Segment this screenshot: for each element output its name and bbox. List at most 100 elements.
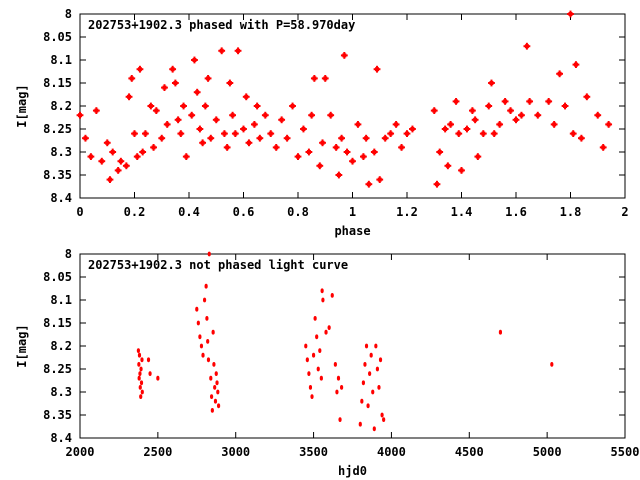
data-point-core [129,76,134,81]
data-point-core [184,154,189,159]
data-point [169,65,177,73]
data-point-dot [210,408,214,413]
data-point [463,125,471,133]
data-point [137,375,141,381]
data-point-core [230,113,235,118]
data-point-dot [310,394,314,399]
data-point [206,357,211,363]
data-point-core [443,127,448,131]
data-point-core [268,131,273,136]
data-point [193,88,201,96]
data-point [507,107,514,114]
x-tick-label: 1.4 [451,205,473,219]
data-point-core [309,113,314,118]
x-tick-label: 2500 [143,445,172,459]
data-point-core [222,131,227,136]
data-point [213,385,217,390]
data-point [215,380,219,386]
data-point-core [88,154,93,159]
data-point-core [345,150,350,154]
data-point-dot [371,389,375,395]
data-point [330,293,334,298]
data-point [210,408,214,413]
data-point [304,343,308,349]
data-point-core [301,127,306,131]
data-point [82,134,89,142]
data-point-core [252,122,257,127]
y-tick-label: 8.4 [50,191,72,205]
data-point [133,153,141,160]
data-point-dot [361,380,365,386]
data-point-core [290,104,295,108]
data-point-core [107,177,112,182]
y-tick-label: 8.35 [43,408,72,422]
data-point-core [606,122,611,127]
data-point-core [159,136,164,141]
data-point [204,75,212,82]
data-point [369,352,373,358]
data-point-dot [550,362,554,367]
data-point-core [127,94,132,99]
data-point-dot [374,343,378,349]
data-point [137,352,142,358]
data-point-dot [368,371,372,376]
data-point [212,116,220,124]
data-point-core [557,71,562,76]
data-point [253,102,261,110]
y-tick-label: 8 [65,7,72,21]
data-point [128,75,136,82]
data-point [550,362,554,367]
data-point [335,389,339,395]
data-point [158,134,166,142]
data-point-core [124,163,129,168]
data-point [136,65,144,73]
data-point [398,144,405,151]
data-point-core [595,113,600,118]
data-point-dot [372,426,376,432]
data-point-core [481,131,486,136]
data-point-core [323,76,328,81]
plot-frame [79,13,626,199]
data-point [338,134,345,142]
data-point [377,385,381,390]
data-point-core [573,62,578,67]
x-tick-label: 3000 [221,445,250,459]
data-point-dot [140,389,144,395]
data-point [319,139,326,147]
data-point [561,102,569,110]
plot-title: 202753+1902.3 phased with P=58.970day [88,18,355,32]
data-point [148,371,152,376]
y-axis-label: I[mag] [15,324,29,367]
data-point [335,171,343,179]
data-point [447,121,454,128]
data-point-dot [148,371,152,376]
data-point-dot [311,352,316,358]
data-point-core [296,154,300,159]
data-point-core [361,154,366,159]
data-point-core [78,113,82,118]
data-point-core [355,122,360,127]
x-tick-label: 1 [349,205,356,219]
x-tick-label: 0.2 [124,205,146,219]
data-point-core [227,81,232,85]
data-point [583,93,591,101]
data-point-core [445,163,450,168]
data-point [308,111,316,119]
data-point [245,139,253,147]
data-point [212,362,216,367]
data-point-core [497,122,502,127]
y-tick-label: 8.05 [43,30,72,44]
data-point [354,121,362,128]
data-point [556,70,563,78]
data-point [109,148,117,156]
data-point-core [519,113,524,118]
data-point-core [274,145,279,150]
data-point-dot [321,297,325,303]
x-tick-label: 0.8 [287,205,309,219]
data-point-core [143,131,148,136]
data-point-dot [324,329,328,335]
data-point [599,144,607,151]
data-point [201,352,205,358]
y-tick-label: 8.15 [43,76,72,90]
data-point [114,167,122,174]
